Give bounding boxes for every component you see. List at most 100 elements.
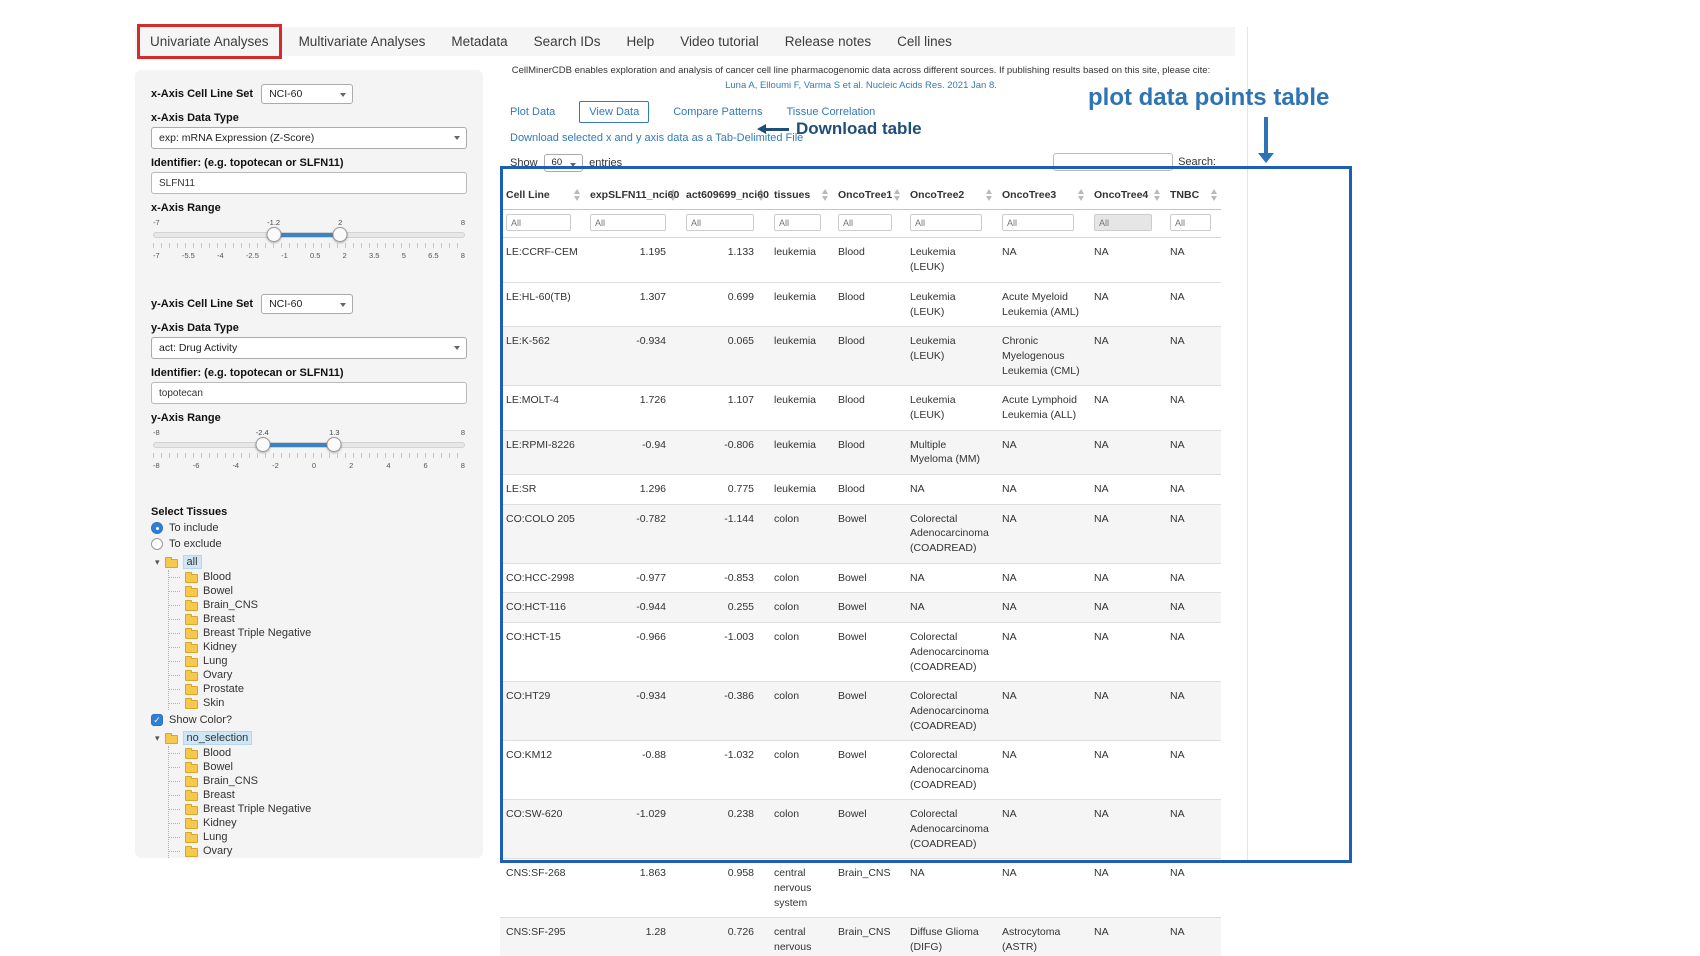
nav-item-univariate-analyses[interactable]: Univariate Analyses xyxy=(137,24,282,59)
tree-node-lung[interactable]: Lung xyxy=(169,654,467,668)
tree-node-blood[interactable]: Blood xyxy=(169,570,467,584)
table-row[interactable]: CO:KM12 -0.88 -1.032 colon Bowel Colorectal A… xyxy=(500,740,1221,800)
table-row[interactable]: CO:HCT-116 -0.944 0.255 colon Bowel NA NA NA NA xyxy=(500,592,1221,623)
y-range-slider[interactable]: -8 8 -2.4 1.3 -8 -6 -4 -2 0 2 4 6 8 xyxy=(153,428,465,480)
tree-node-skin[interactable]: Skin xyxy=(169,696,467,710)
column-header-oncotree3[interactable]: OncoTree3 xyxy=(996,181,1088,211)
x-cell-line-set-select[interactable]: NCI-60 xyxy=(261,84,354,104)
tree-node-all[interactable]: all xyxy=(155,554,467,570)
radio-to-exclude[interactable]: To exclude xyxy=(151,538,467,550)
tab-view-data[interactable]: View Data xyxy=(579,101,650,124)
tree-node-ovary[interactable]: Ovary xyxy=(169,668,467,682)
nav-item-cell-lines[interactable]: Cell lines xyxy=(897,34,952,49)
folder-icon xyxy=(185,845,198,857)
nav-item-help[interactable]: Help xyxy=(626,34,655,49)
show-color-checkbox[interactable]: Show Color? xyxy=(151,714,467,726)
column-filter-tnbc[interactable] xyxy=(1170,214,1211,232)
tree-node-prostate[interactable]: Prostate xyxy=(169,682,467,696)
slider-track[interactable] xyxy=(153,227,465,242)
table-row[interactable]: CNS:SF-268 1.863 0.958 central nervous syst… xyxy=(500,858,1221,918)
expand-icon[interactable] xyxy=(155,556,160,568)
sort-icon[interactable] xyxy=(757,188,766,202)
column-header-oncotree1[interactable]: OncoTree1 xyxy=(832,181,904,211)
sort-icon[interactable] xyxy=(1210,188,1219,202)
column-filter-oncotree3[interactable] xyxy=(1002,214,1074,232)
slider-handle-high[interactable] xyxy=(332,227,348,242)
tree-node-breast-triple-negative[interactable]: Breast Triple Negative xyxy=(169,626,467,640)
search-input[interactable] xyxy=(1053,153,1174,172)
tree-node-breast[interactable]: Breast xyxy=(169,788,467,802)
column-header-cell-line[interactable]: Cell Line xyxy=(500,181,584,211)
nav-item-metadata[interactable]: Metadata xyxy=(451,34,508,49)
column-filter-oncotree4[interactable] xyxy=(1094,214,1152,232)
download-tab-delimited-link[interactable]: Download selected x and y axis data as a… xyxy=(510,132,804,145)
y-cell-line-set-select[interactable]: NCI-60 xyxy=(261,294,354,314)
column-filter-tissues[interactable] xyxy=(774,214,821,232)
expand-icon[interactable] xyxy=(155,732,160,744)
column-header-oncotree4[interactable]: OncoTree4 xyxy=(1088,181,1164,211)
table-row[interactable]: CO:COLO 205 -0.782 -1.144 colon Bowel Colorec… xyxy=(500,503,1221,564)
sort-icon[interactable] xyxy=(1153,188,1162,202)
citation-link[interactable]: Luna A, Elloumi F, Varma S et al. Nuclei… xyxy=(725,79,997,91)
column-header-tissues[interactable]: tissues xyxy=(768,181,832,211)
cell-expslfn11-nci60: 1.296 xyxy=(584,474,680,505)
tree-node-breast-triple-negative[interactable]: Breast Triple Negative xyxy=(169,802,467,816)
y-identifier-input[interactable] xyxy=(151,382,467,404)
column-header-expslfn11-nci60[interactable]: expSLFN11_nci60 xyxy=(584,181,680,211)
column-filter-expslfn11-nci60[interactable] xyxy=(590,214,666,232)
table-row[interactable]: CO:HCT-15 -0.966 -1.003 colon Bowel Colorecta… xyxy=(500,622,1221,682)
sort-icon[interactable] xyxy=(893,188,902,202)
table-row[interactable]: LE:RPMI-8226 -0.94 -0.806 leukemia Blood Mult… xyxy=(500,429,1221,475)
table-row[interactable]: LE:MOLT-4 1.726 1.107 leukemia Blood Leukemia… xyxy=(500,385,1221,431)
tree-node-brain-cns[interactable]: Brain_CNS xyxy=(169,774,467,788)
tree-node-bowel[interactable]: Bowel xyxy=(169,584,467,598)
tab-tissue-correlation[interactable]: Tissue Correlation xyxy=(786,106,876,119)
table-row[interactable]: LE:CCRF-CEM 1.195 1.133 leukemia Blood Leukem… xyxy=(500,237,1221,283)
slider-handle-high[interactable] xyxy=(326,437,342,452)
tree-node-kidney[interactable]: Kidney xyxy=(169,640,467,654)
slider-track[interactable] xyxy=(153,437,465,452)
tree-node-ovary[interactable]: Ovary xyxy=(169,844,467,858)
nav-item-multivariate-analyses[interactable]: Multivariate Analyses xyxy=(298,34,426,49)
slider-handle-low[interactable] xyxy=(255,437,270,452)
column-header-oncotree2[interactable]: OncoTree2 xyxy=(904,181,996,211)
y-data-type-select[interactable]: act: Drug Activity xyxy=(151,337,467,359)
tree-node-no-selection[interactable]: no_selection xyxy=(155,730,467,746)
column-filter-cell-line[interactable] xyxy=(506,214,571,232)
cell-oncotree2: NA xyxy=(904,592,996,623)
column-filter-oncotree2[interactable] xyxy=(910,214,982,232)
sort-icon[interactable] xyxy=(669,188,678,202)
sort-icon[interactable] xyxy=(821,188,830,202)
x-data-type-select[interactable]: exp: mRNA Expression (Z-Score) xyxy=(151,127,467,149)
sort-icon[interactable] xyxy=(1077,188,1086,202)
tree-node-lung[interactable]: Lung xyxy=(169,830,467,844)
tab-plot-data[interactable]: Plot Data xyxy=(510,106,556,119)
entries-select[interactable]: 60 xyxy=(543,154,584,173)
slider-handle-low[interactable] xyxy=(266,227,282,242)
column-filter-act609699-nci60[interactable] xyxy=(686,214,755,232)
column-header-act609699-nci60[interactable]: act609699_nci60 xyxy=(680,181,769,211)
tab-compare-patterns[interactable]: Compare Patterns xyxy=(673,106,763,119)
sort-icon[interactable] xyxy=(985,188,994,202)
nav-item-release-notes[interactable]: Release notes xyxy=(784,34,872,49)
tree-node-bowel[interactable]: Bowel xyxy=(169,760,467,774)
radio-to-include[interactable]: To include xyxy=(151,522,467,534)
tree-node-brain-cns[interactable]: Brain_CNS xyxy=(169,598,467,612)
table-row[interactable]: CO:HT29 -0.934 -0.386 colon Bowel Colorectal … xyxy=(500,681,1221,741)
x-identifier-input[interactable] xyxy=(151,172,467,194)
table-row[interactable]: LE:SR 1.296 0.775 leukemia Blood NA NA NA NA xyxy=(500,474,1221,505)
table-row[interactable]: CO:HCC-2998 -0.977 -0.853 colon Bowel NA NA NA N… xyxy=(500,562,1221,593)
nav-item-search-ids[interactable]: Search IDs xyxy=(533,34,601,49)
column-filter-oncotree1[interactable] xyxy=(838,214,892,232)
table-row[interactable]: LE:K-562 -0.934 0.065 leukemia Blood Leukemia… xyxy=(500,326,1221,386)
column-header-tnbc[interactable]: TNBC xyxy=(1164,181,1221,211)
x-range-slider[interactable]: -7 8 -1.2 2 -7 -5.5 -4 -2.5 -1 0.5 2 3.5 5 6.5 8 xyxy=(153,218,465,270)
tree-node-blood[interactable]: Blood xyxy=(169,746,467,760)
nav-item-video-tutorial[interactable]: Video tutorial xyxy=(680,34,759,49)
sort-icon[interactable] xyxy=(573,188,582,202)
tree-node-kidney[interactable]: Kidney xyxy=(169,816,467,830)
tree-node-breast[interactable]: Breast xyxy=(169,612,467,626)
table-row[interactable]: CO:SW-620 -1.029 0.238 colon Bowel Colorectal… xyxy=(500,799,1221,859)
table-row[interactable]: LE:HL-60(TB) 1.307 0.699 leukemia Blood Leuke… xyxy=(500,281,1221,327)
